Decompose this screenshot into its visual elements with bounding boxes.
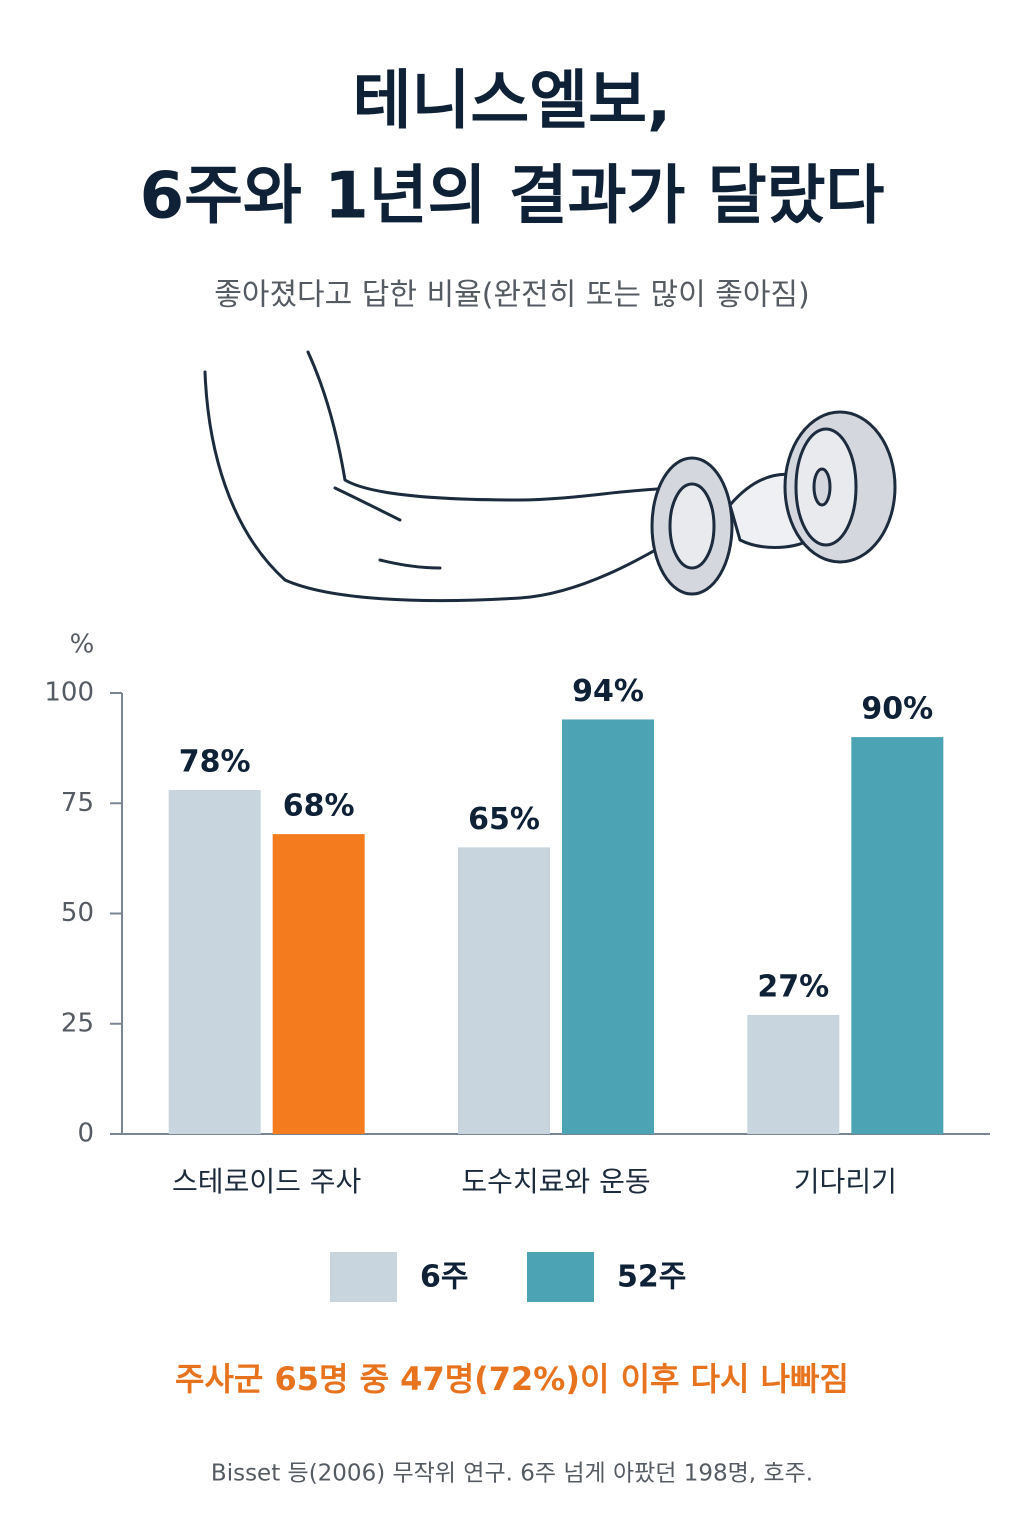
y-tick-label: 0 <box>77 1119 94 1149</box>
legend-swatch <box>330 1252 397 1302</box>
x-tick-label: 기다리기 <box>794 1165 897 1198</box>
bar <box>458 847 550 1134</box>
value-label: 90% <box>861 692 933 727</box>
annotation: 주사군 65명 중 47명(72%)이 이후 다시 나빠짐 <box>175 1360 849 1398</box>
y-tick-label: 75 <box>61 788 94 818</box>
chart-title: 테니스엘보, <box>353 65 672 139</box>
illustration <box>203 350 897 603</box>
value-label: 65% <box>468 802 540 837</box>
bar <box>272 834 365 1134</box>
x-tick-label: 도수치료와 운동 <box>461 1165 650 1198</box>
y-axis-label: % <box>70 630 95 660</box>
source-note: Bisset 등(2006) 무작위 연구. 6주 넘게 아팠던 198명, 호… <box>211 1461 813 1487</box>
x-tick-label: 스테로이드 주사 <box>172 1165 361 1198</box>
chart-title: 6주와 1년의 결과가 달랐다 <box>140 160 885 234</box>
legend-label: 6주 <box>420 1260 468 1295</box>
value-label: 68% <box>283 789 355 824</box>
value-label: 27% <box>757 969 829 1004</box>
bar <box>851 737 944 1134</box>
y-tick-label: 100 <box>44 678 94 708</box>
legend-label: 52주 <box>617 1260 686 1295</box>
bar <box>168 790 261 1134</box>
bar <box>562 719 654 1134</box>
value-label: 78% <box>179 745 251 780</box>
bar <box>747 1014 840 1134</box>
y-tick-label: 25 <box>61 1008 94 1038</box>
y-tick-label: 50 <box>61 898 94 928</box>
value-label: 94% <box>572 674 644 709</box>
chart-subtitle: 좋아졌다고 답한 비율(완전히 또는 많이 좋아짐) <box>214 278 810 313</box>
legend-swatch <box>527 1252 594 1302</box>
